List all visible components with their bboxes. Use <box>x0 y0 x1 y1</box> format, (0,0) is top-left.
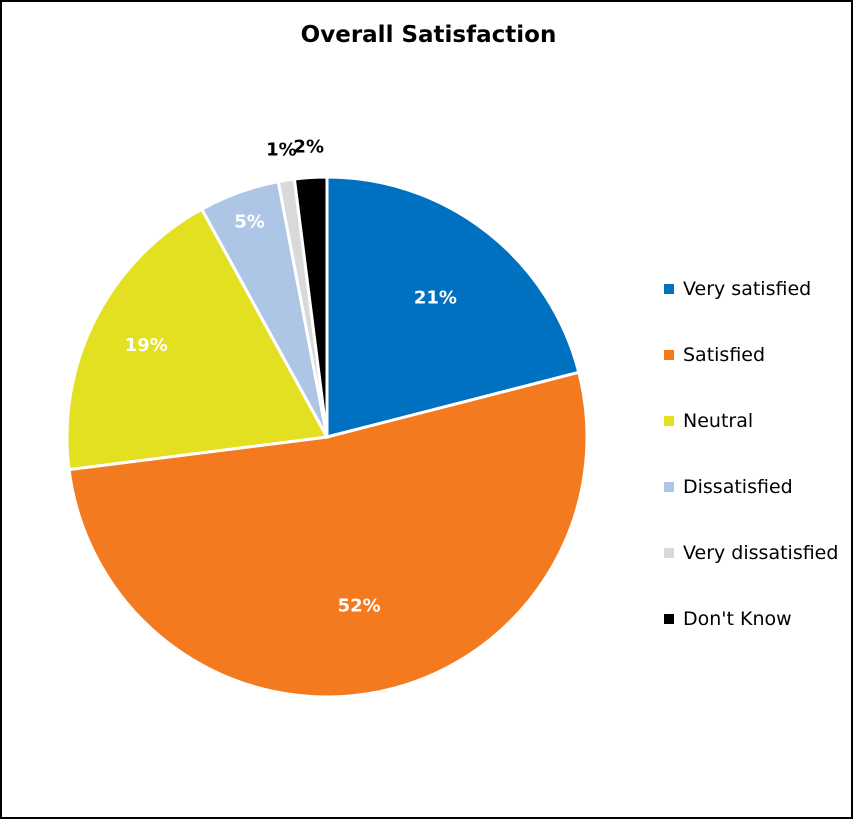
legend-swatch <box>664 350 674 360</box>
legend-item-don-t-know: Don't Know <box>664 586 838 652</box>
legend-item-dissatisfied: Dissatisfied <box>664 454 838 520</box>
data-label-dissatisfied: 5% <box>234 212 265 233</box>
legend-item-satisfied: Satisfied <box>664 322 838 388</box>
chart-legend: Very satisfied Satisfied Neutral Dissatisfi… <box>664 256 838 652</box>
data-label-don-t-know: 2% <box>293 136 324 157</box>
legend-item-very-dissatisfied: Very dissatisfied <box>664 520 838 586</box>
data-label-very-dissatisfied: 1% <box>266 139 297 160</box>
pie-slice-very-satisfied <box>325 175 581 439</box>
legend-item-neutral: Neutral <box>664 388 838 454</box>
legend-swatch <box>664 284 674 294</box>
chart-title: Overall Satisfaction <box>300 22 557 48</box>
data-label-very-satisfied: 21% <box>414 287 457 308</box>
legend-swatch <box>664 416 674 426</box>
legend-label: Dissatisfied <box>683 476 793 498</box>
legend-label: Neutral <box>683 410 754 432</box>
pie-slice-neutral <box>65 207 330 472</box>
legend-item-very-satisfied: Very satisfied <box>664 256 838 322</box>
legend-swatch <box>664 614 674 624</box>
data-label-satisfied: 52% <box>338 596 381 617</box>
legend-label: Very satisfied <box>683 278 812 300</box>
legend-swatch <box>664 482 674 492</box>
legend-label: Very dissatisfied <box>683 542 839 564</box>
data-label-neutral: 19% <box>125 335 168 356</box>
legend-label: Satisfied <box>683 344 766 366</box>
pie-slice-don-t-know <box>292 175 329 438</box>
legend-label: Don't Know <box>683 608 792 630</box>
legend-swatch <box>664 548 674 558</box>
